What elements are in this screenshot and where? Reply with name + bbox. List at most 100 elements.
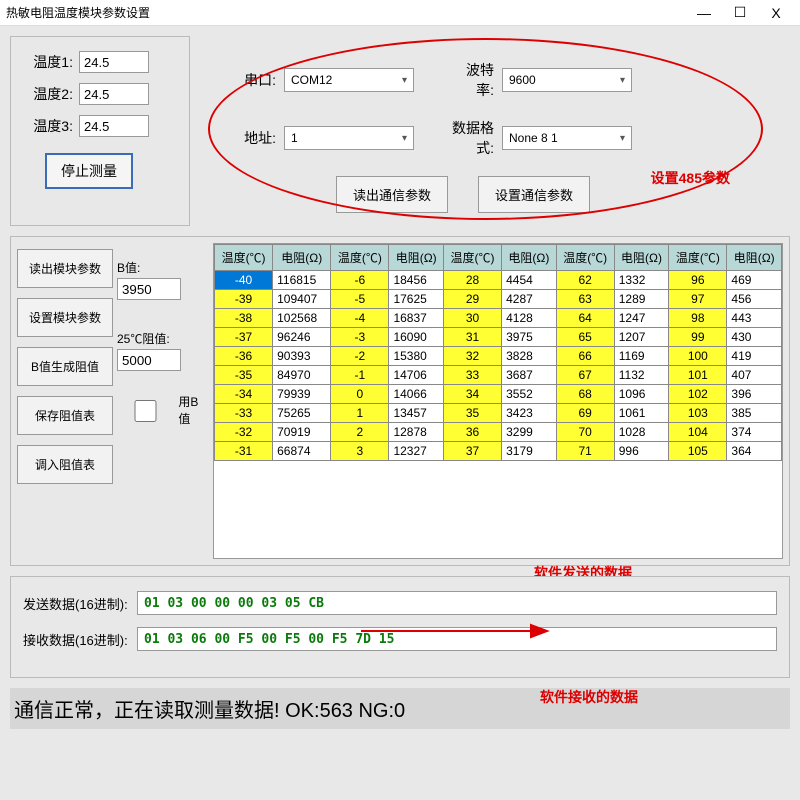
- table-cell[interactable]: 18456: [389, 271, 444, 290]
- table-cell[interactable]: -37: [215, 328, 273, 347]
- table-cell[interactable]: 79939: [273, 385, 331, 404]
- recv-hex-box[interactable]: 01 03 06 00 F5 00 F5 00 F5 7D 15: [137, 627, 777, 651]
- table-cell[interactable]: -38: [215, 309, 273, 328]
- table-cell[interactable]: 64: [556, 309, 614, 328]
- gen-resistance-button[interactable]: B值生成阻值: [17, 347, 113, 386]
- r25-input[interactable]: [117, 349, 181, 371]
- table-cell[interactable]: 31: [443, 328, 501, 347]
- table-cell[interactable]: 90393: [273, 347, 331, 366]
- table-row[interactable]: -316687431232737317971996105364: [215, 442, 782, 461]
- table-cell[interactable]: 1: [331, 404, 389, 423]
- table-cell[interactable]: 3179: [502, 442, 557, 461]
- table-cell[interactable]: 1061: [614, 404, 669, 423]
- table-row[interactable]: -3270919212878363299701028104374: [215, 423, 782, 442]
- table-cell[interactable]: 35: [443, 404, 501, 423]
- table-cell[interactable]: 1132: [614, 366, 669, 385]
- table-cell[interactable]: 16837: [389, 309, 444, 328]
- read-module-button[interactable]: 读出模块参数: [17, 249, 113, 288]
- table-cell[interactable]: 12327: [389, 442, 444, 461]
- table-cell[interactable]: 15380: [389, 347, 444, 366]
- table-row[interactable]: -3584970-114706333687671132101407: [215, 366, 782, 385]
- table-cell[interactable]: 98: [669, 309, 727, 328]
- table-cell[interactable]: 33: [443, 366, 501, 385]
- bvalue-input[interactable]: [117, 278, 181, 300]
- table-cell[interactable]: 29: [443, 290, 501, 309]
- table-cell[interactable]: 105: [669, 442, 727, 461]
- read-comm-button[interactable]: 读出通信参数: [336, 176, 448, 213]
- use-b-checkbox[interactable]: [117, 400, 174, 422]
- table-cell[interactable]: 1028: [614, 423, 669, 442]
- table-cell[interactable]: 3828: [502, 347, 557, 366]
- table-cell[interactable]: -1: [331, 366, 389, 385]
- table-cell[interactable]: 102568: [273, 309, 331, 328]
- table-cell[interactable]: 4454: [502, 271, 557, 290]
- table-cell[interactable]: 16090: [389, 328, 444, 347]
- table-row[interactable]: -3796246-31609031397565120799430: [215, 328, 782, 347]
- table-cell[interactable]: 3423: [502, 404, 557, 423]
- table-cell[interactable]: 2: [331, 423, 389, 442]
- table-cell[interactable]: 17625: [389, 290, 444, 309]
- table-row[interactable]: -3690393-215380323828661169100419: [215, 347, 782, 366]
- table-cell[interactable]: -35: [215, 366, 273, 385]
- table-cell[interactable]: -2: [331, 347, 389, 366]
- table-row[interactable]: -39109407-51762529428763128997456: [215, 290, 782, 309]
- resistance-table-wrap[interactable]: 温度(℃)电阻(Ω)温度(℃)电阻(Ω)温度(℃)电阻(Ω)温度(℃)电阻(Ω)…: [213, 243, 783, 559]
- table-cell[interactable]: 396: [727, 385, 782, 404]
- table-cell[interactable]: 3299: [502, 423, 557, 442]
- table-cell[interactable]: 104: [669, 423, 727, 442]
- table-cell[interactable]: 3: [331, 442, 389, 461]
- table-cell[interactable]: 36: [443, 423, 501, 442]
- table-row[interactable]: -38102568-41683730412864124798443: [215, 309, 782, 328]
- table-cell[interactable]: 385: [727, 404, 782, 423]
- close-icon[interactable]: X: [758, 5, 794, 21]
- table-cell[interactable]: 102: [669, 385, 727, 404]
- table-cell[interactable]: -34: [215, 385, 273, 404]
- table-cell[interactable]: 430: [727, 328, 782, 347]
- table-cell[interactable]: 34: [443, 385, 501, 404]
- table-cell[interactable]: -6: [331, 271, 389, 290]
- table-cell[interactable]: 407: [727, 366, 782, 385]
- table-cell[interactable]: -40: [215, 271, 273, 290]
- table-cell[interactable]: 419: [727, 347, 782, 366]
- table-cell[interactable]: 96246: [273, 328, 331, 347]
- table-cell[interactable]: 1247: [614, 309, 669, 328]
- table-cell[interactable]: -33: [215, 404, 273, 423]
- table-cell[interactable]: -4: [331, 309, 389, 328]
- table-cell[interactable]: 0: [331, 385, 389, 404]
- temp1-input[interactable]: [79, 51, 149, 73]
- table-cell[interactable]: 12878: [389, 423, 444, 442]
- table-cell[interactable]: 1332: [614, 271, 669, 290]
- table-cell[interactable]: 4128: [502, 309, 557, 328]
- send-hex-box[interactable]: 01 03 00 00 00 03 05 CB: [137, 591, 777, 615]
- temp2-input[interactable]: [79, 83, 149, 105]
- table-cell[interactable]: 99: [669, 328, 727, 347]
- table-cell[interactable]: 97: [669, 290, 727, 309]
- table-cell[interactable]: 84970: [273, 366, 331, 385]
- table-cell[interactable]: 456: [727, 290, 782, 309]
- table-row[interactable]: -3375265113457353423691061103385: [215, 404, 782, 423]
- table-cell[interactable]: 71: [556, 442, 614, 461]
- port-select[interactable]: COM12▾: [284, 68, 414, 92]
- table-cell[interactable]: 109407: [273, 290, 331, 309]
- table-cell[interactable]: 116815: [273, 271, 331, 290]
- table-cell[interactable]: 28: [443, 271, 501, 290]
- table-cell[interactable]: 3975: [502, 328, 557, 347]
- addr-select[interactable]: 1▾: [284, 126, 414, 150]
- table-cell[interactable]: 1207: [614, 328, 669, 347]
- table-cell[interactable]: 67: [556, 366, 614, 385]
- table-cell[interactable]: 103: [669, 404, 727, 423]
- table-cell[interactable]: 68: [556, 385, 614, 404]
- table-cell[interactable]: 100: [669, 347, 727, 366]
- table-cell[interactable]: 469: [727, 271, 782, 290]
- temp3-input[interactable]: [79, 115, 149, 137]
- stop-measure-button[interactable]: 停止测量: [45, 153, 133, 189]
- minimize-icon[interactable]: —: [686, 5, 722, 21]
- table-cell[interactable]: 1169: [614, 347, 669, 366]
- table-cell[interactable]: 75265: [273, 404, 331, 423]
- table-cell[interactable]: -31: [215, 442, 273, 461]
- table-row[interactable]: -3479939014066343552681096102396: [215, 385, 782, 404]
- table-cell[interactable]: 3552: [502, 385, 557, 404]
- table-cell[interactable]: 1289: [614, 290, 669, 309]
- table-cell[interactable]: -39: [215, 290, 273, 309]
- table-cell[interactable]: 4287: [502, 290, 557, 309]
